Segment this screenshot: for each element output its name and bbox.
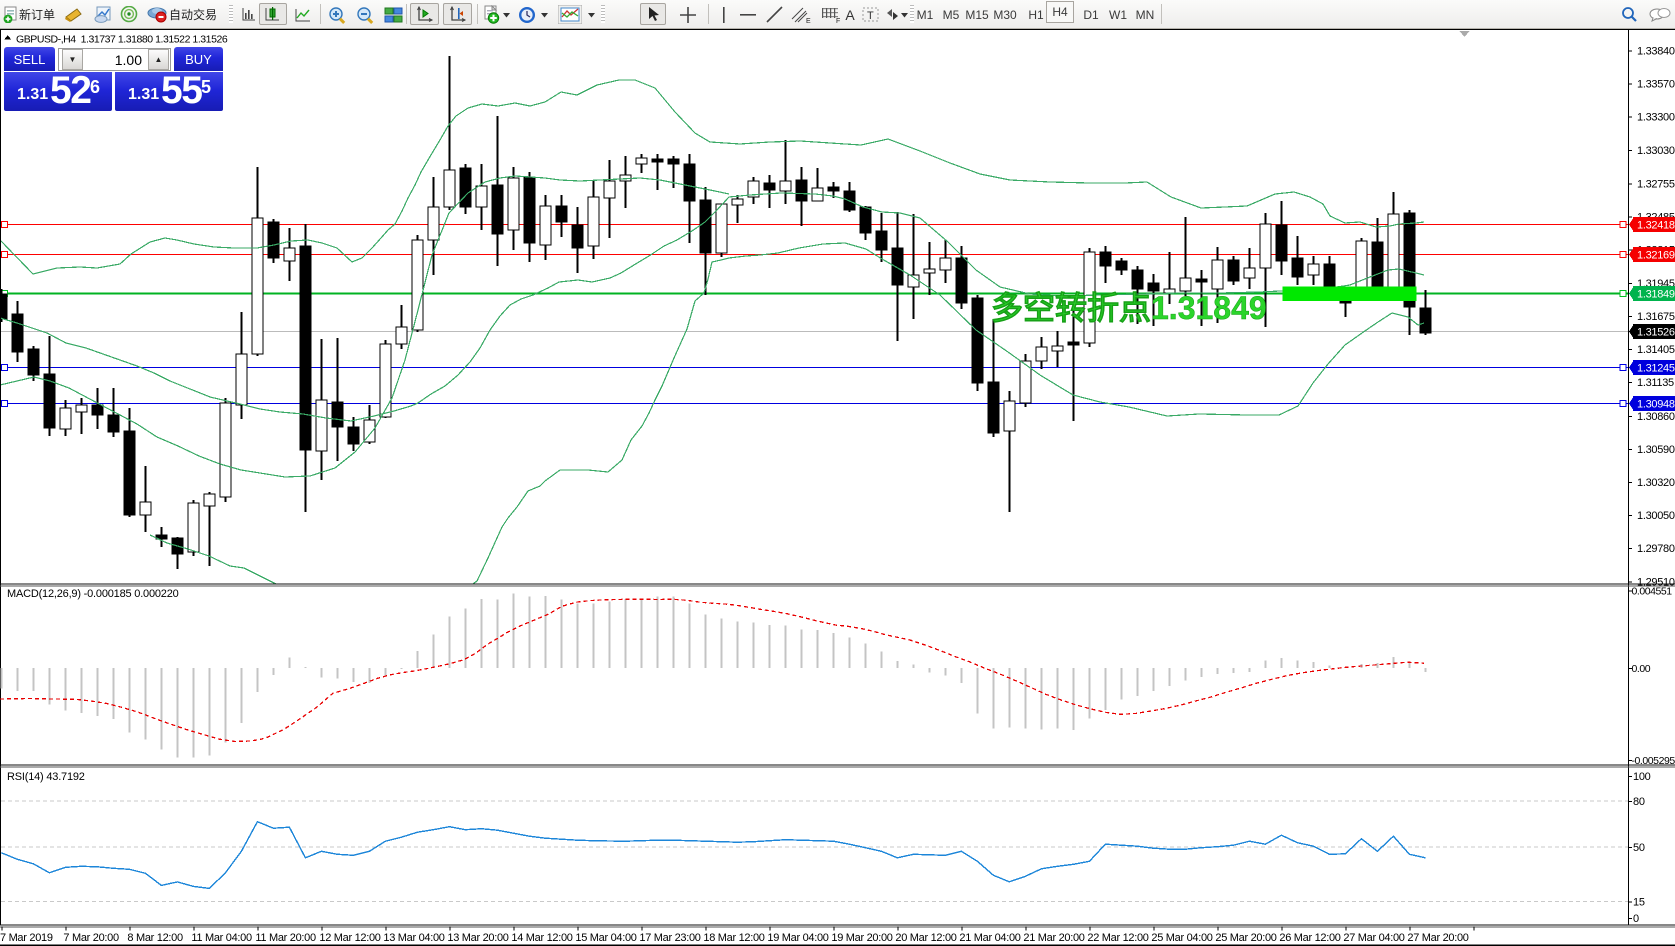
svg-text:26 Mar 12:00: 26 Mar 12:00 — [1279, 932, 1340, 944]
svg-text:1.30320: 1.30320 — [1637, 477, 1675, 489]
svg-text:100: 100 — [1633, 771, 1651, 783]
svg-text:-0.005295: -0.005295 — [1632, 755, 1675, 767]
svg-text:27 Mar 20:00: 27 Mar 20:00 — [1407, 932, 1468, 944]
svg-text:11 Mar 20:00: 11 Mar 20:00 — [255, 932, 316, 944]
svg-text:RSI(14) 43.7192: RSI(14) 43.7192 — [7, 771, 85, 783]
svg-text:0: 0 — [1633, 913, 1639, 925]
svg-text:21 Mar 20:00: 21 Mar 20:00 — [1023, 932, 1084, 944]
svg-text:19 Mar 04:00: 19 Mar 04:00 — [767, 932, 828, 944]
svg-text:15 Mar 04:00: 15 Mar 04:00 — [575, 932, 636, 944]
svg-text:1.33570: 1.33570 — [1637, 79, 1675, 91]
svg-text:7 Mar 2019: 7 Mar 2019 — [0, 932, 53, 944]
svg-text:0.00: 0.00 — [1632, 663, 1651, 675]
svg-text:1.32418: 1.32418 — [1637, 220, 1675, 232]
svg-text:1.31245: 1.31245 — [1637, 363, 1675, 375]
svg-text:11 Mar 04:00: 11 Mar 04:00 — [191, 932, 252, 944]
svg-text:25 Mar 04:00: 25 Mar 04:00 — [1151, 932, 1212, 944]
svg-text:1.30860: 1.30860 — [1637, 411, 1675, 423]
svg-text:E: E — [806, 18, 811, 24]
svg-text:22 Mar 12:00: 22 Mar 12:00 — [1087, 932, 1148, 944]
svg-text:1.29780: 1.29780 — [1637, 543, 1675, 555]
svg-text:1.29510: 1.29510 — [1637, 576, 1675, 588]
svg-text:1.30948: 1.30948 — [1637, 399, 1675, 411]
svg-text:13 Mar 20:00: 13 Mar 20:00 — [447, 932, 508, 944]
svg-text:1.31849: 1.31849 — [1637, 289, 1675, 301]
svg-text:MACD(12,26,9) -0.000185 0.0002: MACD(12,26,9) -0.000185 0.000220 — [7, 588, 179, 600]
svg-text:20 Mar 12:00: 20 Mar 12:00 — [895, 932, 956, 944]
svg-text:19 Mar 20:00: 19 Mar 20:00 — [831, 932, 892, 944]
svg-text:13 Mar 04:00: 13 Mar 04:00 — [383, 932, 444, 944]
svg-text:1.31526: 1.31526 — [1637, 327, 1675, 339]
svg-text:1.31405: 1.31405 — [1637, 344, 1675, 356]
svg-text:1.30050: 1.30050 — [1637, 510, 1675, 522]
svg-text:F: F — [836, 18, 840, 24]
svg-text:80: 80 — [1633, 796, 1645, 808]
svg-text:1.31135: 1.31135 — [1637, 377, 1674, 389]
svg-text:多空转折点1.31849: 多空转折点1.31849 — [991, 290, 1267, 326]
svg-text:12 Mar 12:00: 12 Mar 12:00 — [319, 932, 380, 944]
svg-text:1.33030: 1.33030 — [1637, 145, 1675, 157]
svg-text:1.32755: 1.32755 — [1637, 179, 1675, 191]
svg-text:14 Mar 12:00: 14 Mar 12:00 — [511, 932, 572, 944]
svg-text:0.004551: 0.004551 — [1632, 586, 1673, 598]
svg-text:50: 50 — [1633, 842, 1645, 854]
svg-text:18 Mar 12:00: 18 Mar 12:00 — [703, 932, 764, 944]
svg-text:1.33840: 1.33840 — [1637, 46, 1675, 58]
svg-text:8 Mar 12:00: 8 Mar 12:00 — [127, 932, 183, 944]
svg-text:7 Mar 20:00: 7 Mar 20:00 — [63, 932, 119, 944]
svg-text:GBPUSD-,H4 1.31737 1.31880 1.: GBPUSD-,H4 1.31737 1.31880 1.31522 1.315… — [16, 34, 228, 46]
svg-text:25 Mar 20:00: 25 Mar 20:00 — [1215, 932, 1276, 944]
svg-text:21 Mar 04:00: 21 Mar 04:00 — [959, 932, 1020, 944]
svg-text:T: T — [867, 10, 874, 22]
svg-text:27 Mar 04:00: 27 Mar 04:00 — [1343, 932, 1404, 944]
svg-text:1.30590: 1.30590 — [1637, 444, 1675, 456]
svg-text:17 Mar 23:00: 17 Mar 23:00 — [639, 932, 700, 944]
svg-text:1.32169: 1.32169 — [1637, 250, 1675, 262]
svg-text:1.31675: 1.31675 — [1637, 311, 1675, 323]
svg-text:15: 15 — [1633, 897, 1645, 909]
svg-text:1.33300: 1.33300 — [1637, 112, 1675, 124]
